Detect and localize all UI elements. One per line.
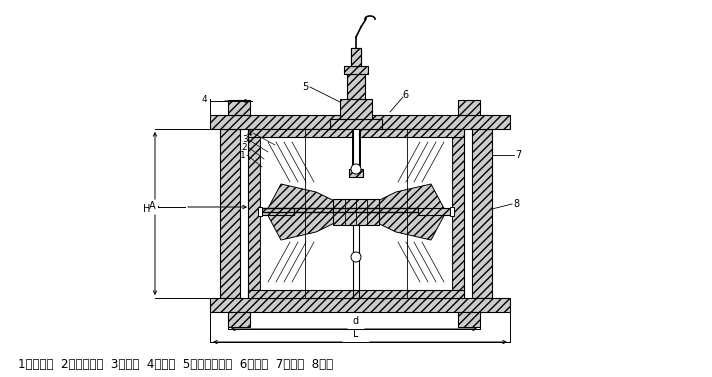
Text: A: A <box>149 201 155 211</box>
Text: 8: 8 <box>513 199 519 209</box>
Bar <box>260 208 294 215</box>
Bar <box>260 129 452 298</box>
Text: 2: 2 <box>241 143 247 152</box>
Bar <box>340 99 372 119</box>
Bar <box>248 129 260 298</box>
Text: L: L <box>353 329 359 339</box>
Bar <box>452 129 464 298</box>
Circle shape <box>351 164 361 174</box>
Bar <box>450 207 454 216</box>
Bar <box>210 115 510 129</box>
Circle shape <box>351 252 361 262</box>
Bar <box>248 290 464 298</box>
Bar <box>220 129 240 298</box>
Bar <box>349 169 363 177</box>
Bar <box>351 48 361 66</box>
Bar <box>333 199 379 225</box>
Bar <box>458 312 480 327</box>
Text: 4: 4 <box>246 129 252 138</box>
Text: 6: 6 <box>402 90 408 100</box>
Bar <box>248 129 464 137</box>
Polygon shape <box>266 184 351 240</box>
Text: d: d <box>353 316 359 326</box>
Bar <box>228 312 250 327</box>
Text: 1．球轴承  2．前导向件  3．涨圈  4．壳体  5．前置放大器  6．叶轮  7．轴承  8．轴: 1．球轴承 2．前导向件 3．涨圈 4．壳体 5．前置放大器 6．叶轮 7．轴承… <box>18 359 333 371</box>
Polygon shape <box>361 184 446 240</box>
Bar <box>352 129 360 172</box>
Bar <box>347 74 365 99</box>
Bar <box>349 169 363 177</box>
Bar <box>418 208 452 215</box>
Bar <box>458 100 480 115</box>
Text: 3: 3 <box>242 135 248 144</box>
Bar <box>351 48 361 66</box>
Bar <box>472 129 492 298</box>
Text: H: H <box>143 204 151 214</box>
Text: 5: 5 <box>302 82 308 92</box>
Bar <box>344 66 368 74</box>
Bar <box>210 298 510 312</box>
Text: 7: 7 <box>515 150 521 160</box>
Bar <box>330 119 382 129</box>
Bar <box>228 100 250 115</box>
Text: 1: 1 <box>240 150 246 159</box>
Text: 4: 4 <box>201 95 207 104</box>
Bar <box>258 207 262 216</box>
